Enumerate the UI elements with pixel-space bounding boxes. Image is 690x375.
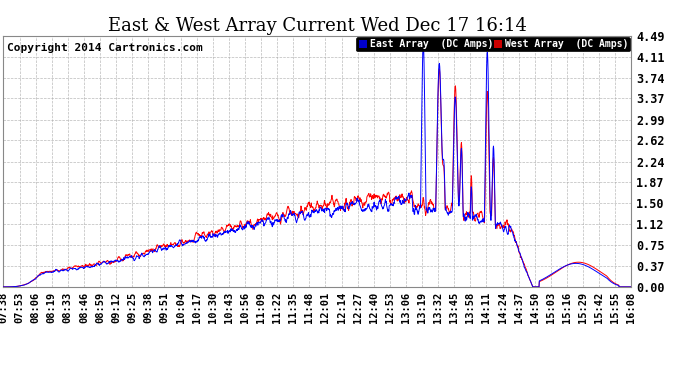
- Title: East & West Array Current Wed Dec 17 16:14: East & West Array Current Wed Dec 17 16:…: [108, 18, 527, 36]
- Legend: East Array  (DC Amps), West Array  (DC Amps): East Array (DC Amps), West Array (DC Amp…: [357, 37, 631, 51]
- Text: Copyright 2014 Cartronics.com: Copyright 2014 Cartronics.com: [7, 43, 202, 53]
